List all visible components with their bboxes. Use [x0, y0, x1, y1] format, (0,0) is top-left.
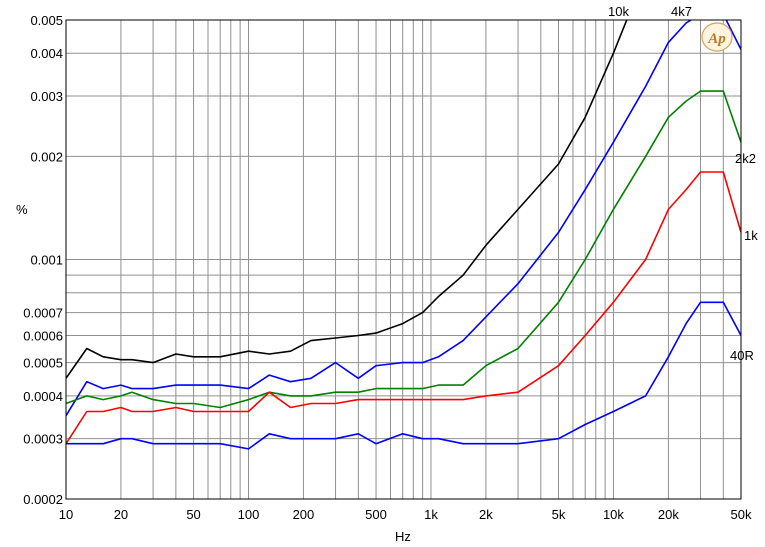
ap-logo-text: Ap	[707, 31, 726, 47]
x-axis-label: Hz	[395, 529, 411, 544]
ap-logo: Ap	[701, 22, 733, 52]
x-tick-label: 50	[186, 507, 200, 522]
x-tick-label: 100	[238, 507, 260, 522]
curve-label-40R: 40R	[730, 348, 754, 363]
x-tick-label: 20k	[658, 507, 679, 522]
x-tick-label: 20	[114, 507, 128, 522]
y-tick-label: 0.0004	[23, 389, 63, 404]
y-axis-label: %	[16, 202, 28, 217]
series-group	[66, 20, 741, 450]
y-tick-label: 0.002	[30, 149, 63, 164]
x-tick-label: 500	[365, 507, 387, 522]
y-tick-label: 0.001	[30, 253, 63, 268]
y-tick-label: 0.0005	[23, 356, 63, 371]
x-tick-label: 10	[59, 507, 73, 522]
x-tick-label: 5k	[552, 507, 566, 522]
y-tick-label: 0.0007	[23, 306, 63, 321]
y-tick-label: 0.005	[30, 13, 63, 28]
y-tick-label: 0.0002	[23, 492, 63, 507]
series-line-2k2	[66, 90, 741, 409]
y-tick-label: 0.003	[30, 89, 63, 104]
y-tick-label: 0.0006	[23, 329, 63, 344]
x-tick-label: 200	[293, 507, 315, 522]
tick-labels: 10 20 50 100 200 500 1k 2k 5k 10k 20k 50k 0.0002 0.00…	[23, 13, 752, 522]
y-tick-label: 0.0003	[23, 432, 63, 447]
plot-frame	[65, 19, 742, 500]
series-line-10k	[66, 20, 628, 379]
x-tick-label: 1k	[424, 507, 438, 522]
curve-label-10k: 10k	[608, 4, 629, 19]
x-tick-label: 10k	[603, 507, 624, 522]
curve-label-4k7: 4k7	[671, 4, 692, 19]
series-line-40R	[66, 301, 741, 450]
curve-label-2k2: 2k2	[735, 151, 756, 166]
curve-label-1k: 1k	[744, 228, 758, 243]
series-line-1k	[66, 171, 741, 445]
series-line-4k7	[66, 20, 741, 417]
x-tick-label: 50k	[731, 507, 752, 522]
x-tick-label: 2k	[479, 507, 493, 522]
y-tick-label: 0.004	[30, 46, 63, 61]
